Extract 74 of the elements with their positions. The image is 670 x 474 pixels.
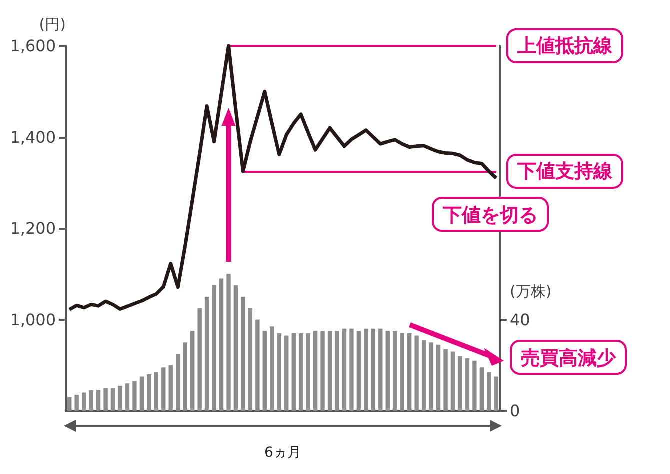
bar bbox=[68, 397, 72, 411]
bar bbox=[378, 328, 383, 411]
y-tick-label: 1,400 bbox=[10, 128, 56, 147]
bar bbox=[277, 333, 282, 411]
bar bbox=[313, 331, 318, 411]
bar bbox=[226, 274, 231, 411]
bar bbox=[436, 344, 441, 411]
bar bbox=[125, 384, 130, 411]
bar bbox=[472, 360, 477, 411]
bar bbox=[328, 331, 332, 411]
ref-line-label: 下値支持線 bbox=[516, 160, 614, 182]
bar bbox=[450, 352, 456, 411]
bar bbox=[89, 390, 94, 411]
bar bbox=[465, 358, 470, 411]
bar bbox=[147, 374, 152, 411]
bar bbox=[458, 356, 462, 411]
bar bbox=[356, 331, 362, 411]
bar bbox=[118, 386, 122, 411]
bar bbox=[241, 296, 246, 411]
y-tick-label: 1,600 bbox=[10, 36, 56, 56]
bar bbox=[298, 333, 304, 411]
bar bbox=[494, 376, 498, 411]
bar bbox=[262, 331, 268, 411]
bar bbox=[162, 368, 166, 411]
bar bbox=[219, 278, 224, 411]
bar bbox=[444, 349, 448, 411]
bar bbox=[270, 326, 274, 411]
bar bbox=[168, 365, 173, 411]
bar bbox=[190, 331, 195, 411]
bar bbox=[364, 328, 368, 411]
bar bbox=[198, 308, 202, 411]
bar bbox=[212, 286, 216, 411]
bar bbox=[74, 395, 79, 411]
bar bbox=[487, 372, 492, 411]
bar bbox=[183, 342, 188, 411]
line-series bbox=[68, 44, 498, 312]
bar bbox=[154, 372, 159, 411]
bar bbox=[400, 333, 404, 411]
bar bbox=[110, 388, 116, 411]
y-axis-title: (円) bbox=[39, 16, 66, 34]
bar bbox=[140, 376, 144, 411]
bar bbox=[429, 342, 434, 411]
bar bbox=[320, 331, 325, 411]
bar bbox=[82, 392, 86, 411]
bar bbox=[480, 368, 484, 411]
bar bbox=[386, 331, 390, 411]
y-tick-label: 1,000 bbox=[10, 310, 56, 330]
bar bbox=[335, 331, 340, 411]
bar bbox=[284, 336, 289, 411]
bar bbox=[306, 333, 310, 411]
bar bbox=[393, 331, 398, 411]
bar bbox=[248, 308, 253, 411]
bar bbox=[204, 296, 210, 411]
bar bbox=[176, 354, 180, 411]
bar bbox=[414, 336, 419, 411]
bar bbox=[342, 328, 347, 411]
bar bbox=[350, 328, 354, 411]
y2-tick-label: 0 bbox=[510, 402, 520, 420]
annotation: 下値を切る bbox=[442, 204, 538, 226]
bar bbox=[96, 390, 101, 411]
y2-tick-label: 40 bbox=[510, 310, 530, 330]
bar bbox=[256, 320, 260, 411]
y-tick-label: 1,200 bbox=[10, 219, 56, 238]
text: 売買高減少 bbox=[521, 348, 617, 370]
bar bbox=[407, 333, 412, 411]
ref-line-label: 上値抵抗線 bbox=[516, 35, 614, 57]
y2-axis-title: (万株) bbox=[510, 282, 552, 300]
bar bbox=[132, 381, 137, 411]
bar bbox=[234, 286, 238, 411]
x-axis-title: 6ヵ月 bbox=[264, 445, 302, 461]
bar bbox=[422, 340, 426, 411]
bar bbox=[104, 388, 108, 411]
bar bbox=[371, 328, 376, 411]
bar bbox=[292, 333, 296, 411]
